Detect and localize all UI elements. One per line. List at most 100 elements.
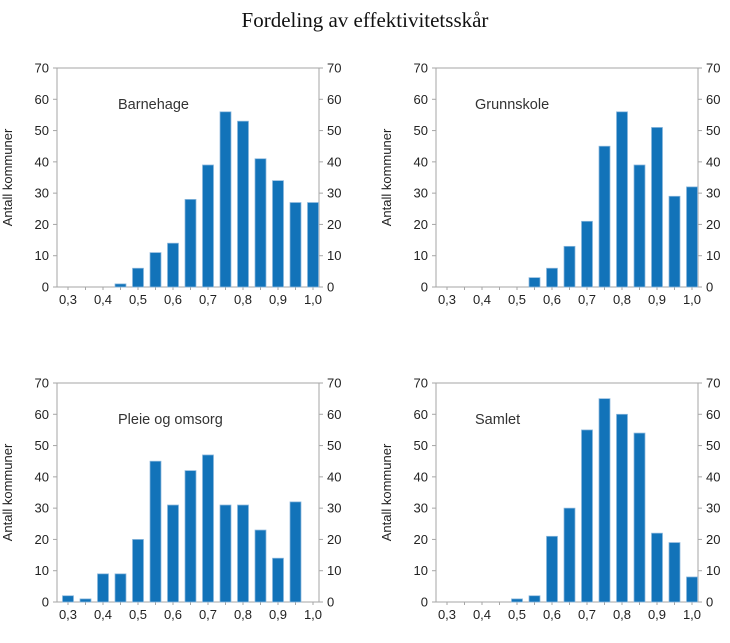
bar (616, 413, 628, 603)
y-tick-label-right: 70 (706, 376, 720, 391)
y-tick-label-left: 60 (35, 92, 49, 107)
y-axis-title: Antall kommuner (0, 443, 15, 541)
bar (528, 277, 541, 288)
panel-label: Barnehage (118, 97, 189, 113)
y-tick-label-left: 0 (421, 595, 428, 610)
y-tick-label-left: 10 (35, 563, 49, 578)
x-tick-label: 0,9 (269, 292, 287, 307)
x-tick-label: 0,3 (59, 292, 77, 307)
x-tick-label: 0,8 (613, 292, 631, 307)
y-tick-label-left: 0 (42, 280, 49, 295)
x-tick-label: 0,7 (578, 292, 596, 307)
bar (114, 283, 127, 288)
bar (184, 199, 197, 288)
y-tick-label-right: 0 (327, 280, 334, 295)
y-tick-label-right: 40 (327, 469, 341, 484)
bar (563, 245, 576, 288)
y-tick-label-left: 20 (414, 217, 428, 232)
x-tick-label: 0,8 (234, 607, 252, 622)
bar (668, 195, 681, 288)
x-tick-label: 0,7 (578, 607, 596, 622)
y-tick-label-right: 50 (706, 123, 720, 138)
bars-group (511, 398, 698, 603)
y-tick-label-right: 10 (706, 563, 720, 578)
y-tick-label-right: 10 (327, 563, 341, 578)
y-axis-title: Antall kommuner (0, 128, 15, 226)
x-tick-label: 0,9 (648, 292, 666, 307)
y-tick-label-right: 0 (706, 595, 713, 610)
y-tick-label-right: 50 (327, 438, 341, 453)
y-tick-label-right: 20 (706, 217, 720, 232)
bar (581, 429, 593, 603)
panel-label: Samlet (475, 412, 520, 428)
bar (237, 120, 249, 288)
bar (149, 460, 162, 603)
bar (289, 202, 302, 288)
x-tick-label: 0,4 (94, 292, 112, 307)
bar (528, 595, 541, 603)
x-tick-label: 0,7 (199, 607, 217, 622)
y-tick-label-left: 50 (414, 438, 428, 453)
x-tick-label: 0,5 (508, 607, 526, 622)
bar (581, 220, 593, 288)
chart-pleie-og-omsorg: 0 0 10 10 20 20 30 30 40 40 50 50 60 60 70 70 0,3 0,4 0,5 0… (0, 376, 341, 623)
y-tick-label-left: 60 (414, 92, 428, 107)
x-tick-label: 0,8 (613, 607, 631, 622)
chart-barnehage: 0 0 10 10 20 20 30 30 40 40 50 50 60 60 70 70 0,3 0,4 0,5 0… (0, 61, 341, 308)
y-tick-label-left: 50 (35, 438, 49, 453)
y-tick-label-left: 60 (35, 407, 49, 422)
y-tick-label-left: 40 (414, 469, 428, 484)
x-tick-label: 0,5 (129, 607, 147, 622)
bar (132, 267, 144, 288)
y-tick-label-left: 30 (414, 501, 428, 516)
x-tick-label: 0,3 (438, 292, 456, 307)
bar (219, 111, 232, 288)
y-tick-label-left: 20 (35, 532, 49, 547)
bars-group (528, 111, 698, 288)
bar (254, 529, 267, 603)
y-tick-label-right: 20 (706, 532, 720, 547)
bar (598, 145, 611, 288)
y-tick-label-left: 60 (414, 407, 428, 422)
bar (202, 164, 214, 288)
bar (563, 507, 576, 603)
y-tick-label-right: 50 (706, 438, 720, 453)
y-axis-title: Antall kommuner (379, 128, 394, 226)
y-tick-label-left: 40 (414, 154, 428, 169)
y-tick-label-left: 50 (35, 123, 49, 138)
bar (616, 111, 628, 288)
bar (289, 501, 302, 603)
x-tick-label: 0,6 (164, 607, 182, 622)
y-tick-label-right: 70 (327, 376, 341, 391)
x-tick-label: 0,8 (234, 292, 252, 307)
y-tick-label-left: 0 (421, 280, 428, 295)
bar (114, 573, 127, 603)
bar (546, 267, 558, 288)
y-axis-title: Antall kommuner (379, 443, 394, 541)
y-tick-label-left: 50 (414, 123, 428, 138)
bar (668, 542, 681, 603)
y-tick-label-left: 70 (35, 61, 49, 76)
y-tick-label-right: 30 (327, 186, 341, 201)
x-tick-label: 0,7 (199, 292, 217, 307)
chart-samlet: 0 0 10 10 20 20 30 30 40 40 50 50 60 60 70 70 0,3 0,4 0,5 0… (379, 376, 720, 623)
bar (546, 535, 558, 603)
y-tick-label-right: 70 (706, 61, 720, 76)
bar (79, 598, 92, 603)
bar (219, 504, 232, 603)
x-tick-label: 1,0 (683, 292, 701, 307)
y-tick-label-right: 60 (327, 407, 341, 422)
y-tick-label-right: 40 (327, 154, 341, 169)
y-tick-label-left: 10 (414, 563, 428, 578)
panel-label: Pleie og omsorg (118, 412, 223, 428)
bar (651, 532, 663, 603)
y-tick-label-left: 30 (414, 186, 428, 201)
bar (633, 432, 646, 603)
chart-grunnskole: 0 0 10 10 20 20 30 30 40 40 50 50 60 60 70 70 0,3 0,4 0,5 0… (379, 61, 720, 308)
y-tick-label-left: 30 (35, 186, 49, 201)
y-tick-label-right: 30 (706, 186, 720, 201)
y-tick-label-left: 70 (414, 376, 428, 391)
bars-group (62, 454, 302, 603)
figure-title: Fordeling av effektivitetsskår (241, 8, 489, 32)
